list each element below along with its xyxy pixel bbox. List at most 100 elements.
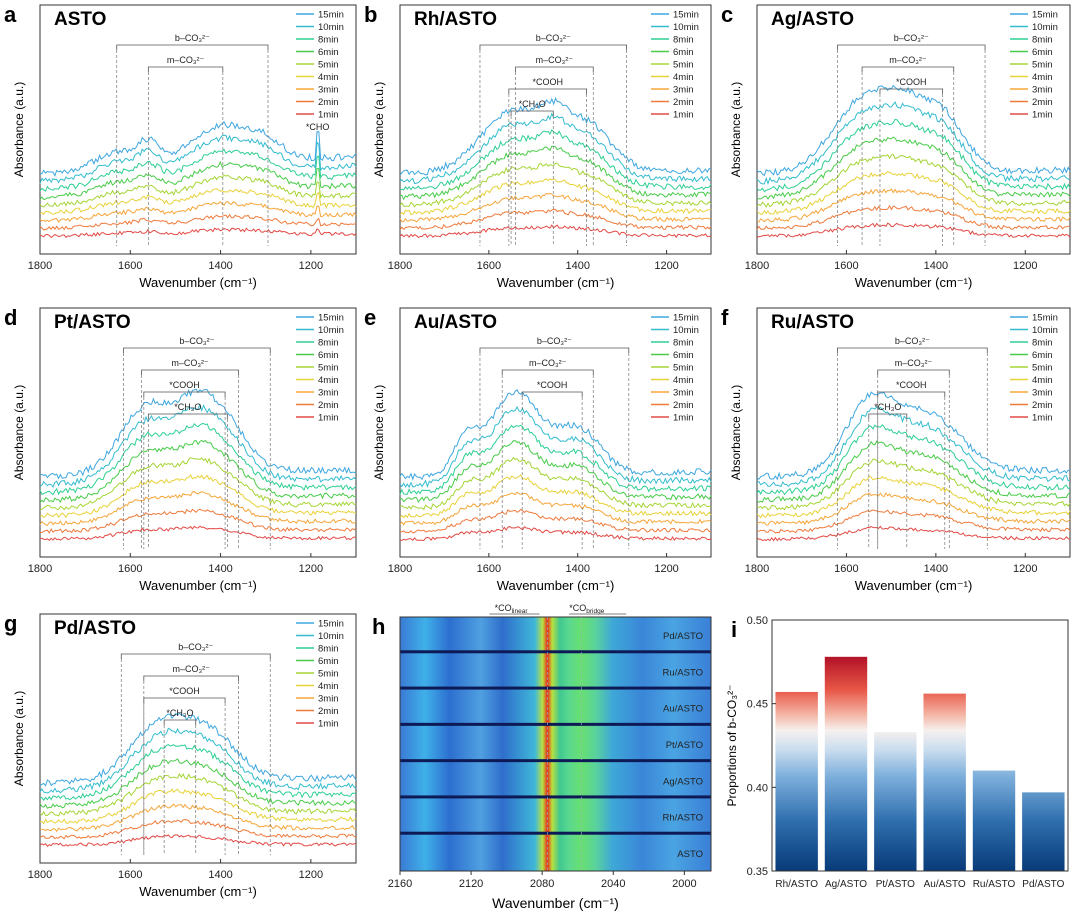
x-tick-label: 1200 [299, 260, 323, 272]
x-tick-label: Au/ASTO [924, 879, 966, 890]
spectrum-6min [399, 145, 712, 201]
x-tick-label: 1600 [477, 260, 501, 272]
x-tick-label: 2000 [672, 878, 696, 890]
panel-title: Ag/ASTO [771, 9, 854, 30]
b-co3-label: b–CO₃²⁻ [179, 336, 214, 346]
legend-label: 5min [673, 60, 694, 71]
legend-label: 6min [318, 656, 339, 667]
legend-label: 8min [1032, 35, 1053, 46]
x-tick-label: 1200 [654, 260, 678, 272]
ch3o-label: *CH₃O [874, 402, 901, 412]
cooh-label: *COOH [896, 380, 927, 390]
legend-label: 8min [318, 644, 339, 655]
legend-label: 4min [673, 72, 694, 83]
legend-label: 15min [318, 10, 344, 21]
x-axis-label: Wavenumber (cm⁻¹) [139, 884, 257, 899]
m-co3-label: m–CO₃²⁻ [171, 358, 209, 368]
panel-c: 1800 1600 1400 1200 Wavenumber (cm⁻¹) Absorba… [721, 2, 1071, 290]
panel-letter: f [721, 305, 729, 330]
y-axis-label: Proportions of b-CO₃²⁻ [725, 685, 739, 807]
spectrum-4min [756, 171, 1071, 215]
strip-label: Pt/ASTO [666, 740, 703, 751]
x-tick-label: Ag/ASTO [825, 879, 867, 890]
x-tick-label: 1200 [299, 869, 323, 881]
x-tick-label: 1600 [834, 563, 858, 575]
legend-label: 10min [318, 325, 344, 336]
m-co3-label: m–CO₃²⁻ [889, 55, 927, 65]
legend-label: 5min [318, 60, 339, 71]
legend-label: 10min [673, 325, 699, 336]
spectrum-6min [39, 758, 357, 809]
legend-label: 5min [318, 363, 339, 374]
spectrum-1min [399, 224, 712, 239]
legend-label: 10min [673, 22, 699, 33]
legend-label: 5min [673, 363, 694, 374]
legend-label: 1min [673, 413, 694, 424]
legend-label: 6min [1032, 47, 1053, 58]
x-tick-label: 1800 [28, 563, 52, 575]
spectrum-3min [399, 192, 712, 223]
b-co3-label: b–CO₃²⁻ [537, 336, 572, 346]
spectrum-4min [399, 178, 712, 216]
b-co3-bracket [837, 347, 988, 353]
x-axis-label: Wavenumber (cm⁻¹) [497, 275, 615, 290]
spectrum-5min [756, 458, 1071, 511]
cho-label: *CHO [306, 122, 330, 132]
spectrum-4min [756, 475, 1071, 519]
x-tick-label: 1200 [1013, 563, 1037, 575]
legend-label: 8min [318, 35, 339, 46]
strip-label: Ag/ASTO [663, 776, 703, 787]
cooh-bracket [143, 391, 226, 397]
x-tick-label: 2040 [601, 878, 625, 890]
strip-divider [400, 759, 711, 763]
legend-label: 4min [318, 72, 339, 83]
x-axis-label: Wavenumber (cm⁻¹) [492, 895, 619, 911]
heatmap-strip [400, 762, 711, 799]
b-co3-label: b–CO₃²⁻ [178, 642, 213, 652]
y-axis-label: Absorbance (a.u.) [729, 385, 743, 480]
spectrum-8min [399, 424, 712, 495]
legend-label: 1min [318, 719, 339, 730]
spectrum-8min [39, 422, 357, 496]
co-bridge-subscript: bridge [586, 608, 604, 615]
bar-au-asto [923, 693, 966, 871]
spectrum-5min [399, 162, 712, 208]
spectrum-1min [39, 834, 357, 848]
m-co3-label: m–CO₃²⁻ [167, 55, 205, 65]
y-axis-label: Absorbance (a.u.) [729, 82, 743, 177]
legend-label: 4min [318, 681, 339, 692]
cooh-label: *COOH [896, 77, 927, 87]
spectrum-8min [39, 148, 357, 192]
legend-label: 2min [673, 97, 694, 108]
b-co3-label: b–CO₃²⁻ [895, 336, 930, 346]
spectrum-10min [39, 727, 357, 794]
legend-label: 2min [318, 97, 339, 108]
b-co3-bracket [120, 653, 271, 659]
y-axis-label: Absorbance (a.u.) [12, 385, 26, 480]
legend-label: 8min [318, 338, 339, 349]
cooh-bracket [877, 391, 946, 397]
legend-label: 15min [318, 313, 344, 324]
x-axis-label: Wavenumber (cm⁻¹) [855, 275, 973, 290]
bar-ag-asto [824, 656, 868, 871]
spectrum-5min [39, 772, 357, 817]
cooh-label: *COOH [537, 380, 568, 390]
co-linear-subscript: linear [512, 608, 529, 615]
spectrum-10min [756, 101, 1071, 186]
b-co3-label: b–CO₃²⁻ [536, 33, 571, 43]
plot-frame [399, 616, 712, 872]
x-tick-label: 1400 [924, 260, 948, 272]
spectrum-15min [40, 120, 357, 177]
x-tick-label: 1200 [1013, 260, 1037, 272]
m-co3-label: m–CO₃²⁻ [173, 664, 211, 674]
x-axis-label: Wavenumber (cm⁻¹) [497, 578, 615, 593]
spectrum-6min [399, 440, 712, 503]
m-co3-bracket [141, 369, 240, 375]
spectrum-6min [756, 440, 1071, 503]
spectrum-2min [39, 508, 357, 534]
x-tick-label: 1400 [208, 260, 232, 272]
legend-label: 2min [673, 400, 694, 411]
x-tick-label: 1600 [477, 563, 501, 575]
strip-label: Rh/ASTO [663, 813, 703, 824]
x-tick-label: Pd/ASTO [1022, 879, 1064, 890]
